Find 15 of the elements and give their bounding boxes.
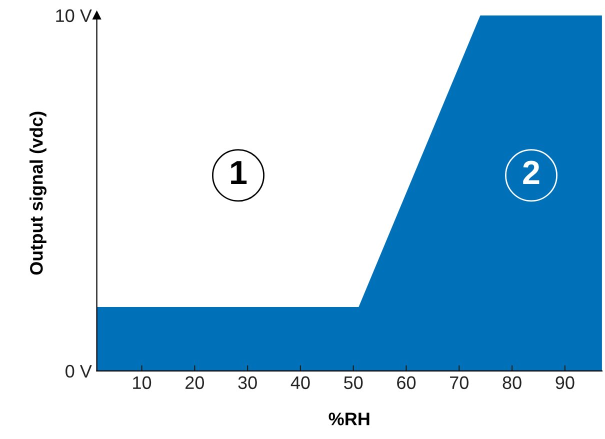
x-tick-label: 30 <box>238 376 257 390</box>
y-tick-label: 0 V <box>66 364 92 378</box>
annotation: 2 <box>523 160 540 184</box>
x-tick-label: 70 <box>450 376 468 390</box>
y-axis-title: Output signal (vdc) <box>30 112 46 275</box>
x-tick-label: 20 <box>186 376 204 390</box>
x-tick-label: 90 <box>556 376 574 390</box>
x-tick-label: 10 <box>133 376 152 390</box>
x-tick-label: 60 <box>397 376 416 390</box>
x-tick-label: 80 <box>502 376 522 390</box>
x-axis-title: %RH <box>328 412 370 426</box>
x-tick-label: 40 <box>290 376 310 390</box>
annotation: 1 <box>231 161 247 184</box>
x-tick-label: 50 <box>344 376 363 390</box>
y-tick-label: 10 V <box>56 9 92 22</box>
